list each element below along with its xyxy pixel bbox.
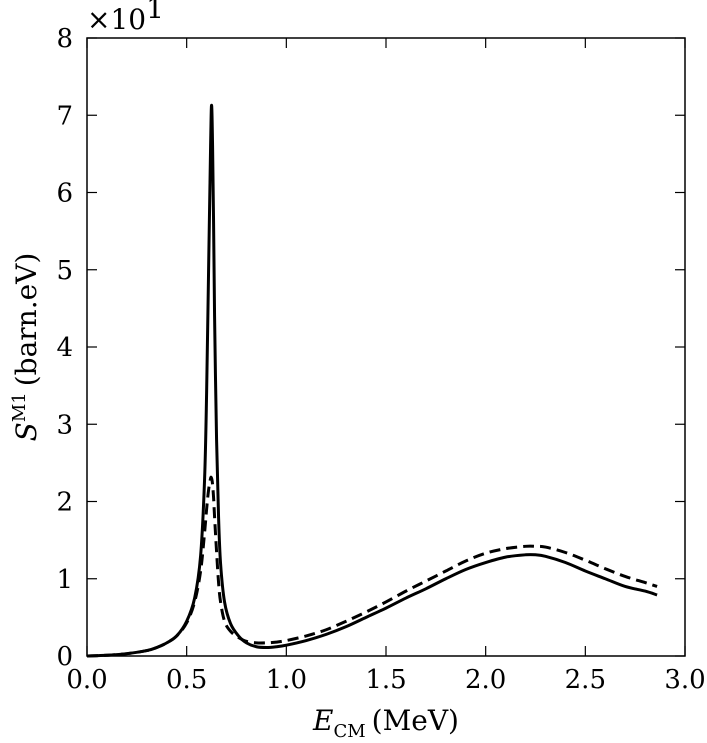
series-line-dashed	[86, 475, 658, 658]
y-tick-label: 8	[56, 24, 73, 54]
x-tick-label: 1.0	[266, 665, 307, 695]
y-axis-ticks: 0 1 2 3 4 5 6 7 8	[56, 24, 685, 672]
x-tick-label: 2.5	[565, 665, 606, 695]
y-tick-label: 3	[56, 410, 73, 440]
y-tick-label: 1	[56, 565, 73, 595]
y-tick-label: 6	[56, 179, 73, 209]
y-tick-label: 5	[56, 256, 73, 286]
series-line-solid	[86, 103, 658, 658]
y-tick-label: 7	[56, 101, 73, 131]
x-tick-label: 0.0	[66, 665, 107, 695]
x-axis-label: ECM (MeV)	[312, 704, 459, 742]
series-layer	[86, 103, 658, 658]
y-multiplier: ×101	[87, 0, 164, 36]
x-tick-label: 0.5	[166, 665, 207, 695]
y-tick-label: 0	[56, 642, 73, 672]
y-tick-label: 4	[56, 333, 73, 363]
x-axis-ticks: 0.0 0.5 1.0 1.5 2.0 2.5 3.0	[66, 38, 706, 695]
y-axis-label: SM1(barn.eV)	[9, 253, 43, 442]
x-tick-label: 1.5	[365, 665, 406, 695]
x-tick-label: 3.0	[664, 665, 705, 695]
y-tick-label: 2	[56, 488, 73, 518]
x-tick-label: 2.0	[465, 665, 506, 695]
